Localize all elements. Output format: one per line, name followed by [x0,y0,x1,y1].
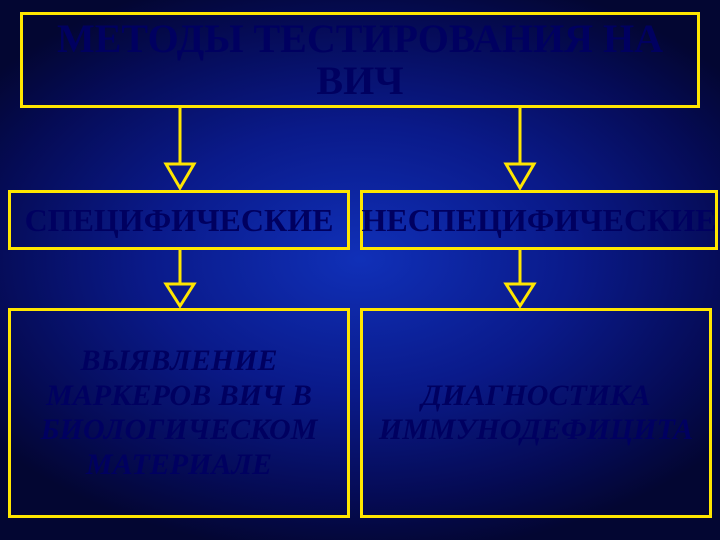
specific-box: СПЕЦИФИЧЕСКИЕ [8,190,350,250]
arrow-specific-to-detail [160,250,200,308]
left-detail-text: ВЫЯВЛЕНИЕ МАРКЕРОВ ВИЧ В БИОЛОГИЧЕСКОМ М… [11,344,347,482]
title-text: МЕТОДЫ ТЕСТИРОВАНИЯ НА ВИЧ [23,18,697,102]
arrow-title-to-specific [160,108,200,190]
specific-label: СПЕЦИФИЧЕСКИЕ [25,202,334,239]
arrow-title-to-nonspecific [500,108,540,190]
right-detail-box: ДИАГНОСТИКА ИММУНОДЕФИЦИТА [360,308,712,518]
right-detail-text: ДИАГНОСТИКА ИММУНОДЕФИЦИТА [363,379,709,448]
title-box: МЕТОДЫ ТЕСТИРОВАНИЯ НА ВИЧ [20,12,700,108]
left-detail-box: ВЫЯВЛЕНИЕ МАРКЕРОВ ВИЧ В БИОЛОГИЧЕСКОМ М… [8,308,350,518]
arrow-nonspecific-to-detail [500,250,540,308]
nonspecific-label: НЕСПЕЦИФИЧЕСКИЕ [361,202,716,239]
nonspecific-box: НЕСПЕЦИФИЧЕСКИЕ [360,190,718,250]
